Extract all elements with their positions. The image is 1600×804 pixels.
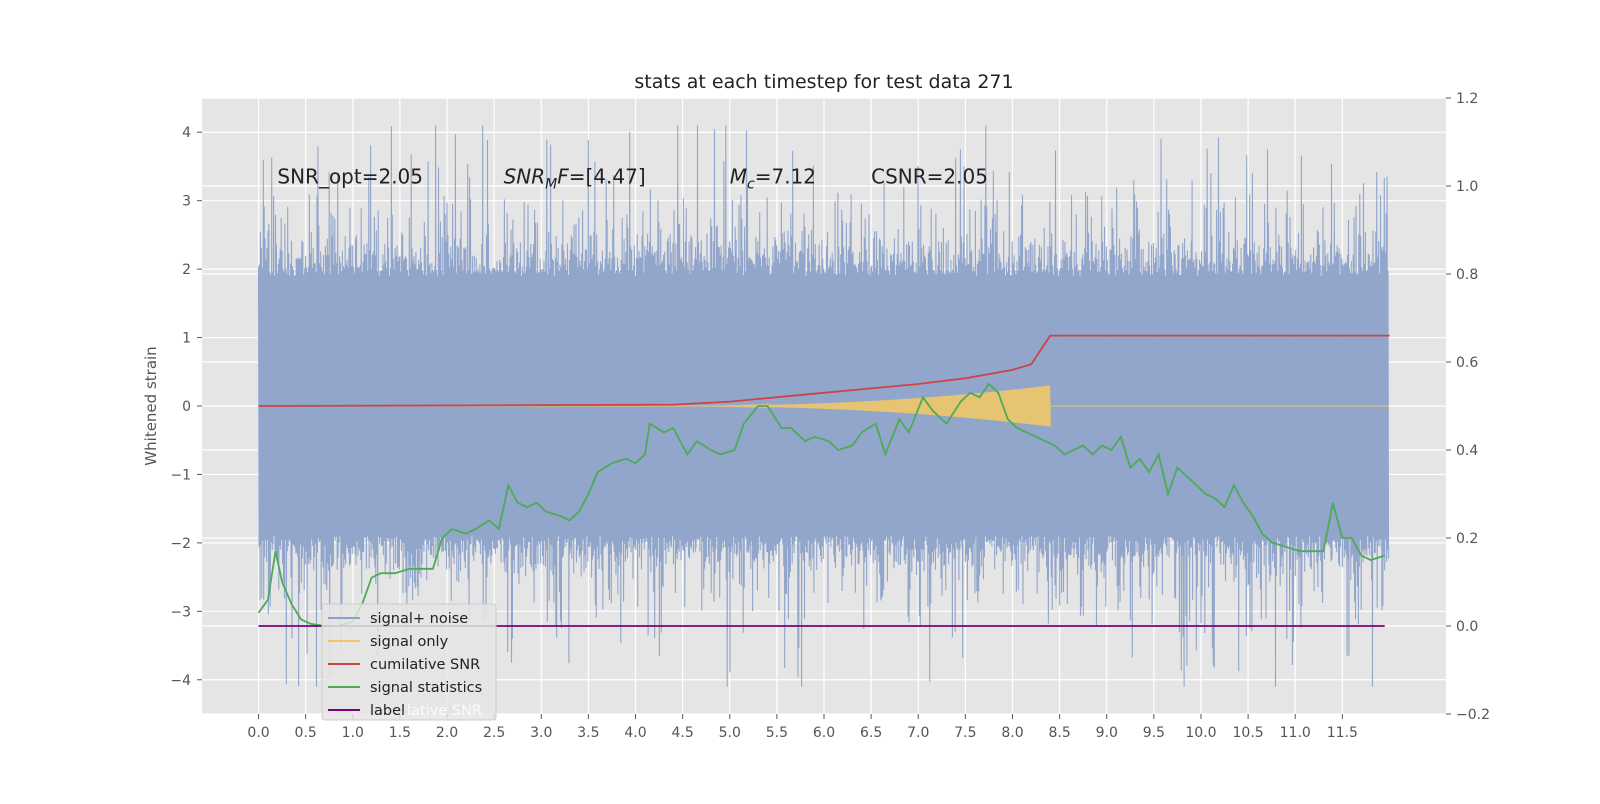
y-tick-label-right: 0.6	[1456, 355, 1478, 371]
series-signal-statistics	[257, 382, 1385, 627]
legend-overlap-text: lative SNR	[407, 703, 482, 719]
legend-label: label	[370, 703, 405, 719]
annotation-4: CSNR=2.05	[871, 165, 988, 189]
annotation-2: SNRMF=[4.47]	[504, 165, 646, 193]
y-tick-label-right: 0.0	[1456, 619, 1478, 635]
y-tick-label-left: −1	[170, 467, 191, 483]
y-tick-label-right: 0.2	[1456, 531, 1478, 547]
annotations: SNR_opt=2.05 SNRMF=[4.47] Mc=7.12 CSNR=2.05	[277, 165, 988, 193]
y-tick-label-left: 4	[182, 125, 191, 141]
annotation-3: Mc=7.12	[730, 165, 816, 193]
series-signal-only	[258, 385, 1389, 427]
x-tick-label: 5.0	[719, 725, 741, 741]
legend: signal+ noise signal only cumilative SNR si…	[321, 603, 497, 721]
x-tick-label: 1.5	[389, 725, 411, 741]
y-tick-label-left: −2	[170, 536, 191, 552]
x-tick-label: 9.0	[1096, 725, 1118, 741]
legend-label: cumilative SNR	[370, 657, 480, 673]
x-tick-label: 7.5	[954, 725, 976, 741]
x-tick-label: 10.5	[1233, 725, 1264, 741]
x-tick-label: 3.0	[530, 725, 552, 741]
x-tick-label: 4.0	[624, 725, 646, 741]
y-tick-label-right: 0.8	[1456, 267, 1478, 283]
legend-box	[321, 603, 497, 721]
x-tick-label: 9.5	[1143, 725, 1165, 741]
y-tick-label-right: 0.4	[1456, 443, 1478, 459]
y-tick-label-right: 1.0	[1456, 179, 1478, 195]
y-tick-label-left: −4	[170, 673, 191, 689]
legend-label: signal+ noise	[370, 611, 468, 627]
y-tick-label-left: 1	[182, 331, 191, 347]
x-tick-label: 2.0	[436, 725, 458, 741]
x-tick-label: 8.5	[1048, 725, 1070, 741]
axes: 0.0 0.5 1.0 1.5 2.0 2.5 3.0 3.5 4.0 4.5 5.0 5.5 6.0 6…	[170, 91, 1490, 741]
y-tick-label-left: 3	[182, 194, 191, 210]
series-signal-noise	[257, 125, 1390, 687]
y-tick-label-left: 0	[182, 399, 191, 415]
annotation-1: SNR_opt=2.05	[277, 165, 423, 189]
x-tick-label: 1.0	[342, 725, 364, 741]
y-tick-label-left: 2	[182, 262, 191, 278]
y-tick-label-right: −0.2	[1456, 707, 1490, 723]
legend-label: signal only	[370, 634, 449, 650]
x-tick-label: 4.5	[672, 725, 694, 741]
series-cumilative-snr	[258, 334, 1390, 407]
y-tick-label-left: −3	[170, 604, 191, 620]
legend-label: signal statistics	[370, 680, 482, 696]
x-tick-label: 11.0	[1280, 725, 1311, 741]
x-tick-label: 0.0	[247, 725, 269, 741]
x-tick-label: 0.5	[295, 725, 317, 741]
x-tick-label: 6.0	[813, 725, 835, 741]
x-tick-label: 3.5	[577, 725, 599, 741]
x-tick-label: 6.5	[860, 725, 882, 741]
x-tick-label: 5.5	[766, 725, 788, 741]
x-tick-label: 10.0	[1185, 725, 1216, 741]
y-axis-label: Whitened strain	[142, 346, 160, 465]
x-tick-label: 11.5	[1327, 725, 1358, 741]
x-tick-label: 8.0	[1001, 725, 1023, 741]
y-tick-label-right: 1.2	[1456, 91, 1478, 107]
x-tick-label: 2.5	[483, 725, 505, 741]
x-tick-label: 7.0	[907, 725, 929, 741]
chart-title: stats at each timestep for test data 271	[634, 71, 1013, 93]
